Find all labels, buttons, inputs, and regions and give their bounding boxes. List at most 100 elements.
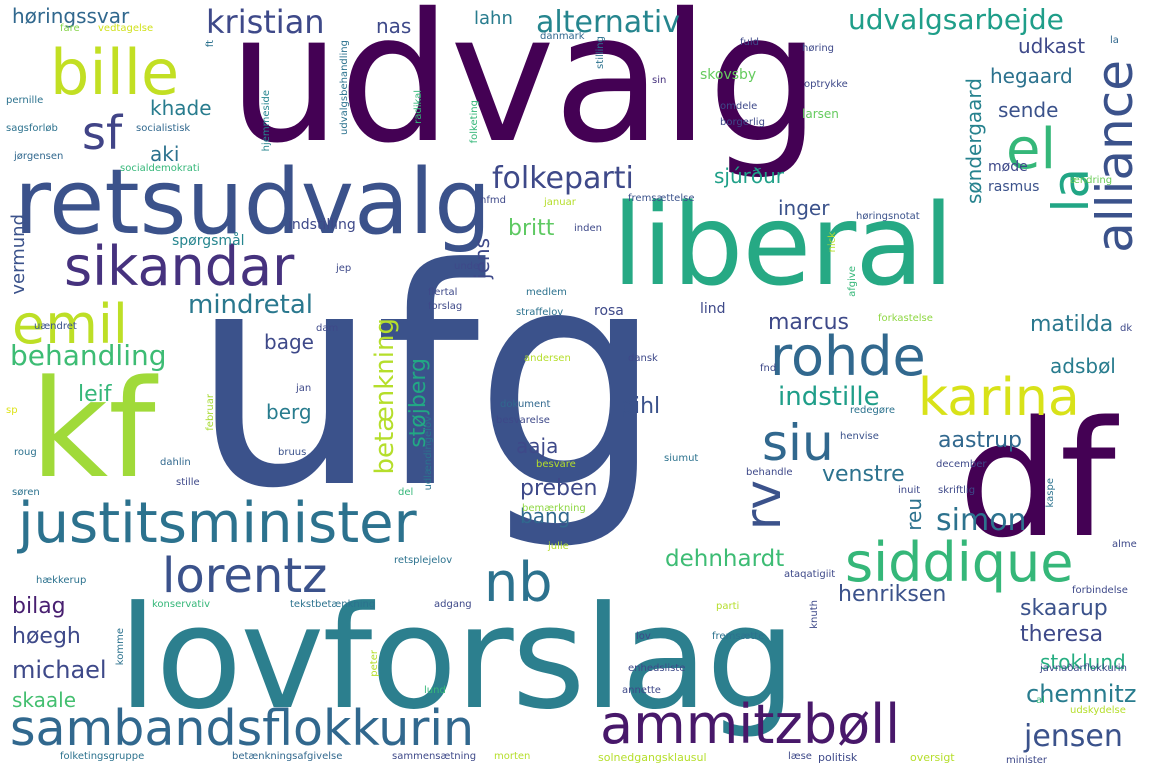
word-vedtagelse: vedtagelse [98, 23, 154, 34]
word-behandle: behandle [746, 467, 793, 478]
word-parti: parti [716, 601, 740, 612]
word-aastrup: aastrup [938, 428, 1023, 453]
word-chemnitz: chemnitz [1026, 680, 1137, 708]
word-ft: ft [205, 40, 216, 48]
word-sp: sp [6, 405, 18, 416]
word-andersen: andersen [524, 353, 571, 364]
word-horing: høring [802, 43, 835, 54]
word-ufg: ufg [190, 205, 664, 554]
word-siumut: siumut [664, 453, 699, 464]
word-sin: sin [652, 75, 667, 86]
word-jens: jens [470, 238, 494, 279]
word-vermund: vermund [8, 214, 29, 295]
word-justitsminister: justitsminister [18, 491, 417, 556]
word-nfmd: nfmd [480, 195, 506, 206]
word-liberal: liberal [612, 181, 954, 311]
word-lovforslag: lovforslag [118, 576, 796, 741]
word-alme: alme [1112, 539, 1137, 550]
word-enhedsliste: enhedsliste [628, 663, 686, 674]
word-optrykke: optrykke [804, 79, 848, 90]
word-julie: julie [548, 541, 569, 552]
word-december: december [936, 459, 987, 470]
word-betaenkning: betænkning [370, 318, 400, 475]
word-sondergaard: søndergaard [962, 78, 986, 204]
word-kf: kf [30, 351, 156, 508]
word-soren: søren [12, 487, 40, 498]
word-uaendret: uændret [34, 321, 77, 332]
word-retsplejelov: retsplejelov [394, 555, 453, 566]
word-socialdemokrati: socialdemokrati [120, 163, 200, 174]
word-simon: simon [936, 503, 1027, 538]
word-sporgsmal: spørgsmål [172, 233, 245, 249]
word-socialistisk: socialistisk [136, 123, 191, 134]
word-hoegh: høegh [12, 624, 81, 649]
word-horingssvar: høringssvar [12, 4, 130, 28]
word-sende: sende [998, 98, 1059, 122]
word-lind: lind [700, 301, 726, 317]
word-folketing: folketing [469, 100, 480, 144]
word-morten: morten [494, 751, 531, 762]
word-adsbol: adsbøl [1050, 354, 1116, 378]
word-roug: roug [14, 447, 37, 458]
word-larsen: larsen [802, 107, 839, 121]
word-straffelov: straffelov [516, 307, 564, 318]
word-lov: lov [636, 631, 651, 642]
word-folkeparti: folkeparti [492, 161, 634, 196]
word-retsudvalg: retsudvalg [14, 150, 492, 255]
word-tekstbetaenkning: tekstbetænkning [290, 599, 376, 610]
word-preben: preben [520, 476, 598, 501]
word-stilling: stilling [595, 36, 606, 69]
word-skriftlig: skriftlig [938, 485, 976, 496]
word-solnedgangsklausul: solnedgangsklausul [598, 751, 707, 764]
word-fremsaette: fremsætte [712, 631, 765, 642]
word-redegore: redegøre [850, 405, 896, 416]
word-alliance: alliance [1086, 60, 1144, 253]
word-dk: dk [1120, 323, 1133, 334]
word-sjurdur: sjúrður [714, 164, 785, 188]
word-kaspe: kaspe [1045, 478, 1056, 508]
word-annette: annette [622, 685, 661, 696]
word-ammitzboll: ammitzbøll [600, 693, 901, 756]
word-pihl: pihl [620, 394, 661, 419]
word-dam: dam [316, 323, 339, 334]
word-aki: aki [150, 142, 180, 166]
word-dahlin: dahlin [160, 457, 191, 468]
word-besvarelse: besvarelse [496, 415, 550, 426]
word-fremsaettelse: fremsættelse [628, 193, 695, 204]
word-oversigt: oversigt [910, 751, 955, 764]
word-sf: sf [82, 106, 123, 160]
word-peter: peter [369, 650, 380, 677]
word-bang: bang [520, 504, 571, 528]
word-februar: februar [205, 394, 216, 431]
word-udvalg: udvalg [228, 0, 821, 182]
word-marcus: marcus [768, 310, 849, 335]
word-rasmus: rasmus [988, 179, 1040, 195]
word-lund: lund [424, 685, 446, 696]
word-betaenkningsafgivelse: betænkningsafgivelse [232, 751, 343, 762]
word-sagsforlob: sagsforløb [6, 123, 58, 134]
word-inger: inger [778, 196, 830, 220]
word-sikandar: sikandar [64, 235, 295, 298]
word-rohde: rohde [770, 325, 926, 388]
word-inuit: inuit [898, 485, 921, 496]
word-forbindelse: forbindelse [1072, 585, 1128, 596]
word-afgive: afgive [847, 266, 858, 297]
word-radikal: radikal [413, 90, 424, 124]
word-siddique: siddique [845, 531, 1074, 594]
word-al: al [1036, 695, 1045, 706]
word-hegaard: hegaard [990, 64, 1073, 88]
word-stille: stille [176, 477, 200, 488]
word-emil: emil [12, 293, 128, 356]
word-haekkerup: hækkerup [36, 575, 87, 586]
word-pernille: pernille [6, 95, 44, 106]
word-stoklund: stoklund [1040, 650, 1126, 674]
word-forslag: forslag [428, 301, 463, 312]
word-nas: nas [376, 14, 412, 38]
word-karina: karina [918, 368, 1080, 428]
word-kristian: kristian [206, 3, 325, 41]
word-udvalgsbehandling: udvalgsbehandling [339, 40, 350, 135]
word-la-small: la [1110, 35, 1119, 46]
word-berg: berg [266, 400, 312, 424]
word-nb: nb [484, 551, 553, 614]
word-britt: britt [508, 216, 555, 241]
